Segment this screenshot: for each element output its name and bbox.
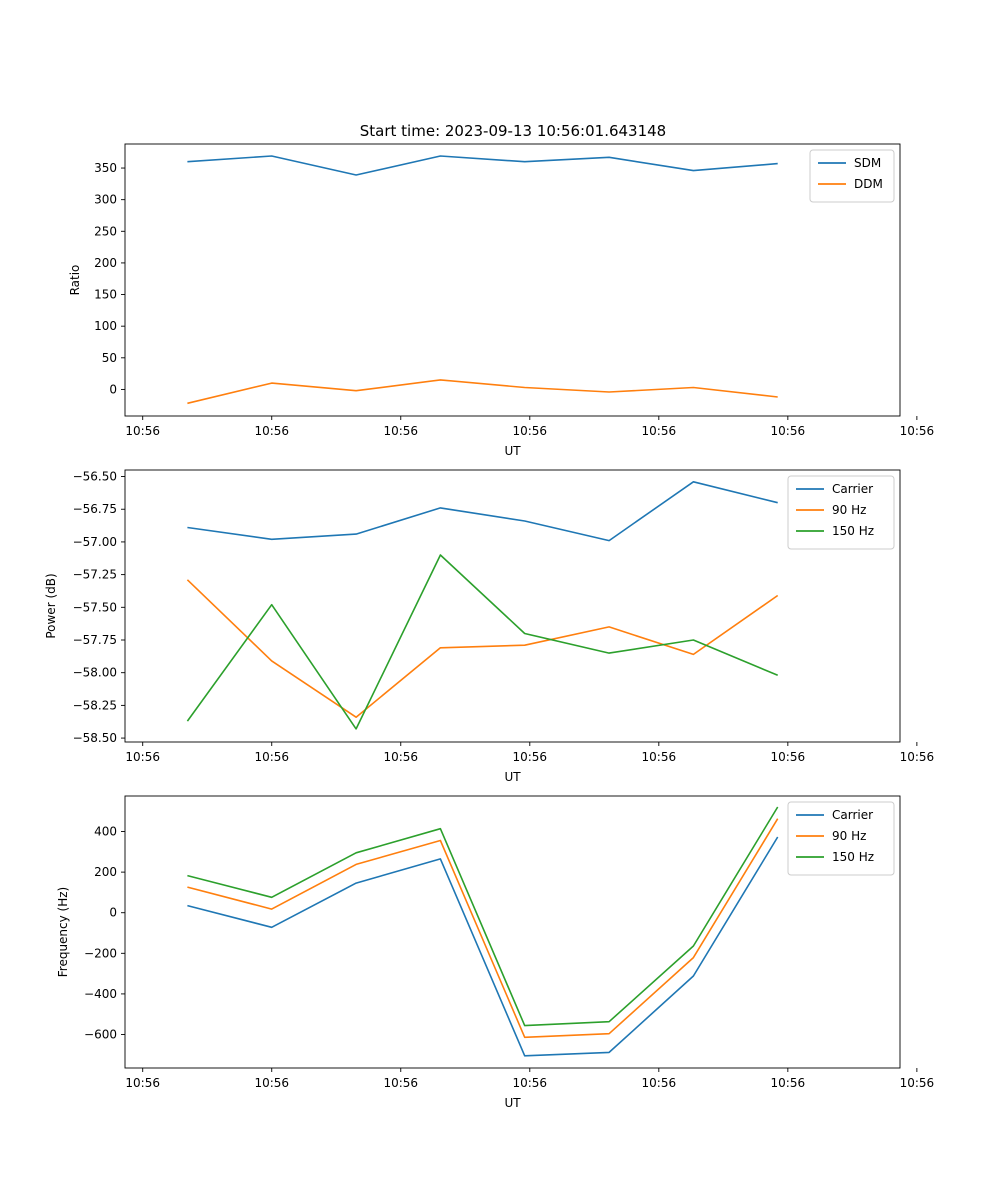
x-tick-label: 10:56 bbox=[512, 424, 547, 438]
x-tick-label: 10:56 bbox=[125, 750, 160, 764]
chart-panel-2: 10:56 10:56 10:56 10:56 10:56 10:56 10:56 −58.5… bbox=[44, 470, 934, 784]
y-tick-label: 0 bbox=[109, 906, 117, 920]
legend-label-ddm: DDM bbox=[854, 177, 883, 191]
y-axis-label: Power (dB) bbox=[44, 573, 58, 638]
series-line-150-hz bbox=[186, 554, 779, 730]
x-tick-label: 10:56 bbox=[512, 750, 547, 764]
y-tick-label: 400 bbox=[94, 825, 117, 839]
x-axis-label: UT bbox=[504, 444, 521, 458]
x-tick-label: 10:56 bbox=[383, 750, 418, 764]
x-tick-label: 10:56 bbox=[900, 1076, 935, 1090]
series-line-ddm bbox=[187, 379, 778, 405]
y-tick-label: −58.25 bbox=[73, 698, 117, 712]
y-tick-label: −57.50 bbox=[73, 600, 117, 614]
y-tick-label: −58.50 bbox=[73, 731, 117, 745]
y-tick-label: −58.00 bbox=[73, 666, 117, 680]
series-line-sdm bbox=[187, 155, 778, 176]
y-axis-label: Ratio bbox=[68, 265, 82, 296]
series-line-90-hz bbox=[186, 579, 779, 719]
legend: SDM DDM bbox=[809, 149, 895, 203]
y-tick-label: 150 bbox=[94, 288, 117, 302]
x-tick-label: 10:56 bbox=[125, 424, 160, 438]
y-tick-label: −57.00 bbox=[73, 535, 117, 549]
y-tick-label: 350 bbox=[94, 161, 117, 175]
y-tick-label: 300 bbox=[94, 193, 117, 207]
y-axis-label: Frequency (Hz) bbox=[56, 887, 70, 978]
axes-frame bbox=[124, 469, 901, 743]
y-tick-label: −200 bbox=[84, 946, 117, 960]
x-tick-label: 10:56 bbox=[125, 1076, 160, 1090]
x-tick-label: 10:56 bbox=[512, 1076, 547, 1090]
axes-frame bbox=[124, 795, 901, 1069]
x-tick-label: 10:56 bbox=[383, 1076, 418, 1090]
legend: Carrier 90 Hz 150 Hz bbox=[787, 475, 895, 550]
x-tick-label: 10:56 bbox=[254, 750, 289, 764]
legend-label-90-hz: 90 Hz bbox=[832, 829, 866, 843]
legend-label-150-hz: 150 Hz bbox=[832, 524, 874, 538]
x-axis-label: UT bbox=[504, 770, 521, 784]
chart-panel-3: 10:56 10:56 10:56 10:56 10:56 10:56 10:56 −600 −… bbox=[56, 795, 935, 1110]
y-tick-label: 100 bbox=[94, 319, 117, 333]
y-tick-label: 250 bbox=[94, 224, 117, 238]
legend-label-90-hz: 90 Hz bbox=[832, 503, 866, 517]
legend-label-carrier: Carrier bbox=[832, 482, 873, 496]
x-tick-label: 10:56 bbox=[900, 750, 935, 764]
x-tick-label: 10:56 bbox=[642, 424, 677, 438]
panels: 10:56 10:56 10:56 10:56 10:56 10:56 10:56 0 50 10… bbox=[44, 143, 935, 1110]
legend-label-sdm: SDM bbox=[854, 156, 881, 170]
y-tick-label: −56.75 bbox=[73, 502, 117, 516]
series-line-150-hz bbox=[187, 806, 779, 1027]
y-tick-label: −57.25 bbox=[73, 568, 117, 582]
legend-label-150-hz: 150 Hz bbox=[832, 850, 874, 864]
x-tick-label: 10:56 bbox=[383, 424, 418, 438]
series-line-90-hz bbox=[187, 818, 779, 1039]
figure-title: Start time: 2023-09-13 10:56:01.643148 bbox=[360, 122, 666, 140]
x-tick-label: 10:56 bbox=[900, 424, 935, 438]
x-tick-label: 10:56 bbox=[771, 1076, 806, 1090]
x-tick-label: 10:56 bbox=[254, 424, 289, 438]
y-tick-label: 50 bbox=[102, 351, 117, 365]
legend-label-carrier: Carrier bbox=[832, 808, 873, 822]
series-line-carrier bbox=[187, 836, 779, 1057]
axes-frame bbox=[124, 143, 901, 417]
x-tick-label: 10:56 bbox=[771, 750, 806, 764]
series-line-carrier bbox=[187, 480, 778, 542]
chart-panel-1: 10:56 10:56 10:56 10:56 10:56 10:56 10:56 0 50 10… bbox=[68, 143, 935, 458]
x-tick-label: 10:56 bbox=[771, 424, 806, 438]
x-tick-label: 10:56 bbox=[642, 1076, 677, 1090]
y-tick-label: 200 bbox=[94, 865, 117, 879]
y-tick-label: −400 bbox=[84, 987, 117, 1001]
x-tick-label: 10:56 bbox=[642, 750, 677, 764]
x-tick-label: 10:56 bbox=[254, 1076, 289, 1090]
legend-box bbox=[809, 149, 895, 203]
y-tick-label: 0 bbox=[109, 382, 117, 396]
legend: Carrier 90 Hz 150 Hz bbox=[787, 801, 895, 876]
y-tick-label: 200 bbox=[94, 256, 117, 270]
y-tick-label: −56.50 bbox=[73, 470, 117, 484]
y-tick-label: −57.75 bbox=[73, 633, 117, 647]
y-tick-label: −600 bbox=[84, 1028, 117, 1042]
x-axis-label: UT bbox=[504, 1096, 521, 1110]
